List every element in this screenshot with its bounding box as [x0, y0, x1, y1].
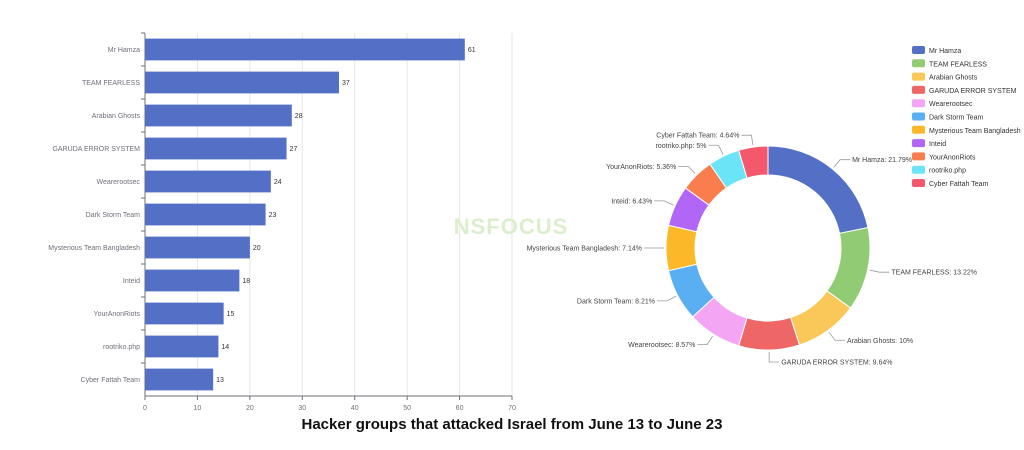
donut-slice: [665, 224, 698, 272]
legend-label: Mysterious Team Bangladesh: [929, 128, 1021, 135]
x-tick-label: 0: [143, 405, 147, 412]
data-label: 37: [342, 80, 350, 87]
legend-label: YourAnonRiots: [929, 154, 976, 161]
data-label: 13: [216, 377, 224, 384]
category-label: Dark Storm Team: [86, 212, 140, 219]
legend-swatch: [912, 85, 925, 94]
slice-label: Inteid: 6.43%: [611, 198, 652, 205]
category-label: Mr Hamza: [108, 47, 140, 54]
legend-swatch: [912, 152, 925, 161]
slice-leader-line: [654, 200, 674, 206]
legend-label: rootriko.php: [929, 168, 966, 175]
data-label: 24: [274, 179, 282, 186]
bar: [145, 368, 214, 391]
legend-label: GARUDA ERROR SYSTEM: [929, 88, 1017, 95]
donut-slice: [737, 316, 801, 351]
data-label: 20: [253, 245, 261, 252]
slice-label: Wearerootsec: 8.57%: [628, 342, 695, 349]
bar: [145, 269, 240, 292]
legend-swatch: [912, 46, 925, 54]
legend-swatch: [912, 139, 925, 148]
data-label: 15: [227, 311, 235, 318]
slice-label: Dark Storm Team: 8.21%: [577, 298, 655, 305]
legend-swatch: [912, 179, 925, 187]
x-tick-label: 20: [246, 405, 254, 412]
data-label: 61: [468, 47, 476, 54]
slice-label: Cyber Fattah Team: 4.64%: [656, 133, 739, 140]
watermark: NSFOCUS: [454, 214, 569, 239]
donut-chart: Mr Hamza: 21.79% TEAM FEARLESS: 13.22% Ara…: [527, 133, 977, 367]
category-label: Cyber Fattah Team: [81, 377, 141, 384]
bar: [145, 203, 266, 226]
x-tick-label: 70: [508, 405, 516, 412]
legend-label: TEAM FEARLESS: [929, 61, 987, 68]
bar: [145, 236, 250, 259]
x-tick-label: 60: [456, 405, 464, 412]
x-tick-label: 10: [194, 405, 202, 412]
slice-leader-line: [833, 159, 851, 168]
data-label: 14: [221, 344, 229, 351]
slice-leader-line: [697, 335, 713, 345]
legend-label: Wearerootsec: [929, 101, 973, 108]
category-label: Mysterious Team Bangladesh: [48, 245, 140, 252]
slice-leader-line: [708, 144, 724, 155]
legend-swatch: [912, 112, 925, 121]
category-label: GARUDA ERROR SYSTEM: [52, 146, 140, 153]
slice-label: Arabian Ghosts: 10%: [847, 338, 913, 345]
x-tick-label: 30: [298, 405, 306, 412]
slice-leader-line: [828, 331, 845, 341]
legend-swatch: [912, 72, 925, 81]
legend-swatch: [912, 59, 925, 68]
slice-label: Mysterious Team Bangladesh: 7.14%: [527, 246, 642, 253]
x-tick-label: 40: [351, 405, 359, 412]
slice-leader-line: [768, 351, 780, 363]
bar: [145, 71, 339, 94]
category-label: rootriko.php: [103, 344, 140, 351]
bar: [145, 137, 287, 160]
slice-label: rootriko.php: 5%: [656, 143, 707, 150]
category-label: Wearerootsec: [97, 179, 141, 186]
data-label: 18: [242, 278, 250, 285]
bar: [145, 170, 271, 193]
category-label: Inteid: [123, 278, 140, 285]
slice-leader-line: [869, 269, 890, 273]
slice-label: GARUDA ERROR SYSTEM: 9.64%: [781, 359, 892, 366]
data-label: 27: [290, 146, 298, 153]
legend-swatch: [912, 125, 925, 134]
data-label: 23: [269, 212, 277, 219]
slice-leader-line: [678, 166, 696, 174]
donut-slice: [738, 145, 769, 179]
bar: [145, 335, 219, 358]
category-label: YourAnonRiots: [94, 311, 141, 318]
legend-swatch: [912, 165, 925, 174]
legend-label: Dark Storm Team: [929, 115, 983, 122]
bar-chart: 0 10 20 30 40 50 60 70 Mr Hamza 61 TEAM FEARLESS 37…: [48, 32, 516, 412]
legend-label: Arabian Ghosts: [929, 75, 978, 82]
slice-leader-line: [657, 295, 677, 302]
bar: [145, 38, 465, 61]
legend-swatch: [912, 99, 925, 108]
slice-label: TEAM FEARLESS: 13.22%: [891, 270, 977, 277]
slice-label: Mr Hamza: 21.79%: [852, 157, 912, 164]
slice-label: YourAnonRiots: 5.36%: [606, 164, 676, 171]
x-tick-label: 50: [403, 405, 411, 412]
figure-caption: Hacker groups that attacked Israel from …: [301, 416, 723, 433]
bar: [145, 302, 224, 325]
legend-label: Cyber Fattah Team: [929, 181, 989, 188]
legend-label: Inteid: [929, 141, 946, 148]
category-label: Arabian Ghosts: [92, 113, 141, 120]
category-label: TEAM FEARLESS: [82, 80, 140, 87]
legend-label: Mr Hamza: [929, 48, 961, 55]
bar: [145, 104, 292, 127]
chart-legend: Mr Hamza TEAM FEARLESS Arabian Ghosts GARUD…: [912, 46, 1021, 188]
data-label: 28: [295, 113, 303, 120]
slice-leader-line: [741, 134, 754, 146]
